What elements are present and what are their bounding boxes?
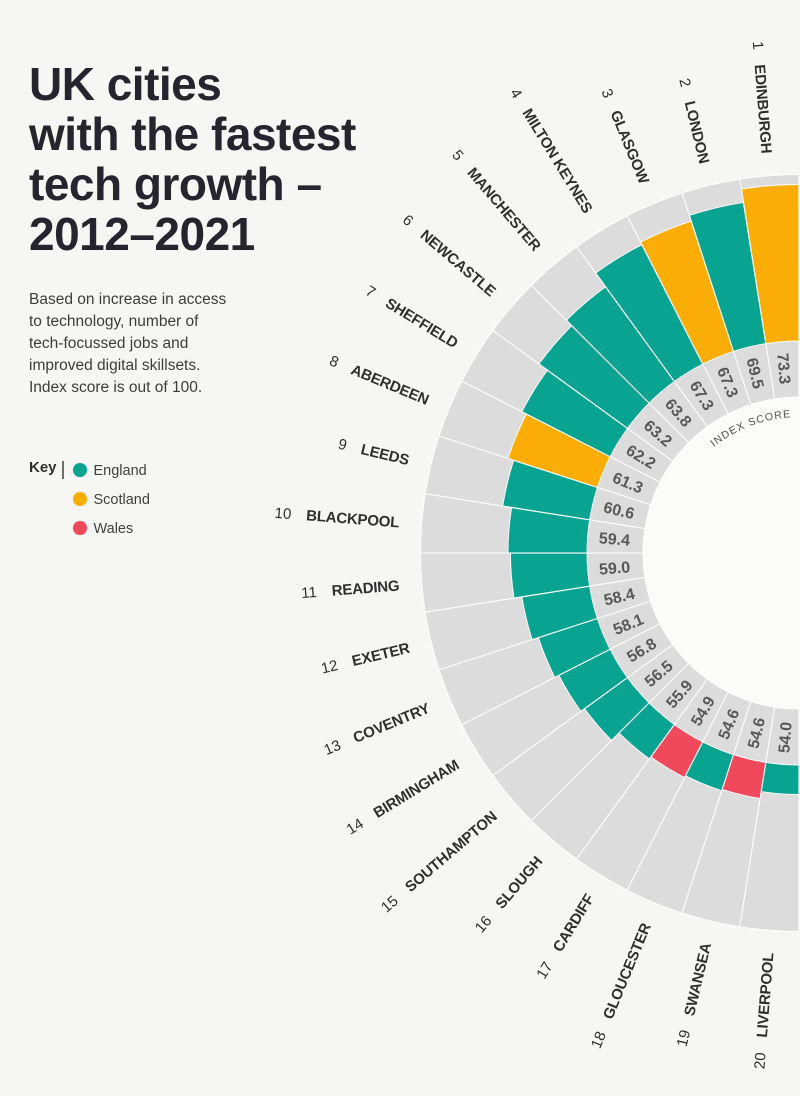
svg-text:19SWANSEA: 19SWANSEA: [674, 941, 715, 1049]
svg-text:59.4: 59.4: [598, 530, 630, 549]
svg-text:60.6: 60.6: [602, 499, 636, 523]
svg-text:3GLASGOW: 3GLASGOW: [598, 86, 653, 187]
svg-text:20LIVERPOOL: 20LIVERPOOL: [751, 952, 777, 1070]
svg-text:15SOUTHAMPTON: 15SOUTHAMPTON: [378, 808, 501, 916]
svg-text:1EDINBURGH: 1EDINBURGH: [749, 41, 775, 154]
svg-text:54.6: 54.6: [745, 716, 769, 750]
svg-text:5MANCHESTER: 5MANCHESTER: [448, 147, 544, 255]
svg-text:58.4: 58.4: [602, 586, 636, 610]
svg-text:73.3: 73.3: [773, 352, 792, 384]
svg-text:4MILTON KEYNES: 4MILTON KEYNES: [506, 86, 595, 217]
svg-text:54.0: 54.0: [776, 721, 795, 753]
svg-text:14BIRMINGHAM: 14BIRMINGHAM: [344, 757, 463, 839]
svg-text:17CARDIFF: 17CARDIFF: [533, 891, 598, 982]
svg-text:69.5: 69.5: [742, 356, 766, 390]
svg-text:2LONDON: 2LONDON: [675, 77, 712, 166]
svg-text:59.0: 59.0: [598, 559, 630, 578]
svg-text:18GLOUCESTER: 18GLOUCESTER: [588, 920, 655, 1051]
svg-text:7SHEFFIELD: 7SHEFFIELD: [362, 283, 461, 352]
svg-text:13COVENTRY: 13COVENTRY: [322, 700, 433, 759]
svg-text:16SLOUGH: 16SLOUGH: [472, 853, 546, 936]
svg-text:6NEWCASTLE: 6NEWCASTLE: [399, 212, 499, 301]
